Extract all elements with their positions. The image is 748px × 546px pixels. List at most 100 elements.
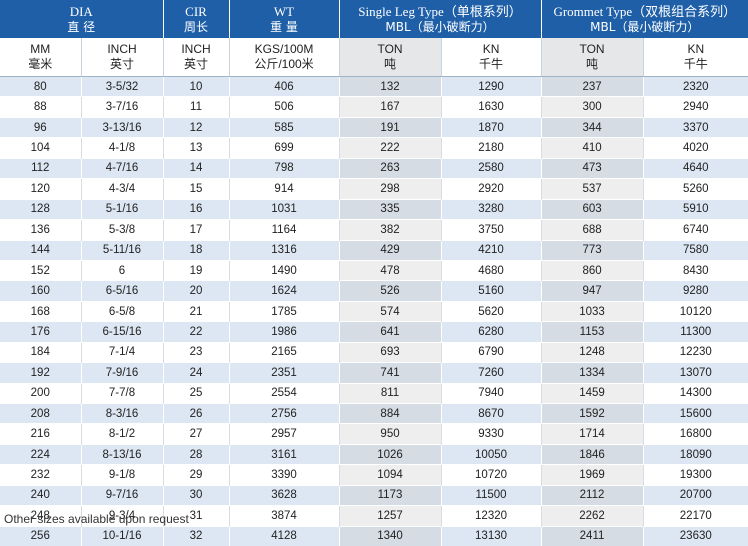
cell-cir: 20 bbox=[163, 281, 229, 301]
cell-wt: 585 bbox=[229, 117, 339, 137]
cell-g-ton: 344 bbox=[541, 117, 643, 137]
cell-wt: 1031 bbox=[229, 199, 339, 219]
cell-cir: 14 bbox=[163, 158, 229, 178]
cell-g-kn: 23630 bbox=[643, 526, 748, 546]
cell-wt: 1490 bbox=[229, 260, 339, 280]
cell-wt: 4128 bbox=[229, 526, 339, 546]
cell-wt: 2351 bbox=[229, 363, 339, 383]
cell-g-ton: 1153 bbox=[541, 322, 643, 342]
cell-sl-ton: 1094 bbox=[339, 465, 441, 485]
cell-inch: 4-3/4 bbox=[81, 179, 163, 199]
cell-wt: 2554 bbox=[229, 383, 339, 403]
cell-g-kn: 14300 bbox=[643, 383, 748, 403]
cell-mm: 136 bbox=[0, 220, 81, 240]
cell-cir: 10 bbox=[163, 77, 229, 97]
cell-sl-kn: 7260 bbox=[441, 363, 541, 383]
cell-sl-ton: 574 bbox=[339, 301, 441, 321]
cell-mm: 88 bbox=[0, 97, 81, 117]
cell-mm: 120 bbox=[0, 179, 81, 199]
cell-g-ton: 1334 bbox=[541, 363, 643, 383]
cell-sl-ton: 478 bbox=[339, 260, 441, 280]
cell-g-kn: 2320 bbox=[643, 77, 748, 97]
cell-sl-kn: 4680 bbox=[441, 260, 541, 280]
cell-wt: 1624 bbox=[229, 281, 339, 301]
cell-sl-kn: 10720 bbox=[441, 465, 541, 485]
cell-inch: 7-9/16 bbox=[81, 363, 163, 383]
cell-cir: 30 bbox=[163, 485, 229, 505]
cell-g-ton: 860 bbox=[541, 260, 643, 280]
cell-mm: 80 bbox=[0, 77, 81, 97]
cell-mm: 256 bbox=[0, 526, 81, 546]
cell-cir: 23 bbox=[163, 342, 229, 362]
cell-inch: 8-1/2 bbox=[81, 424, 163, 444]
cell-inch: 7-1/4 bbox=[81, 342, 163, 362]
cell-wt: 914 bbox=[229, 179, 339, 199]
single-leg-header: Single Leg Type（单根系列）MBL（最小破断力） bbox=[339, 0, 541, 38]
cell-sl-ton: 811 bbox=[339, 383, 441, 403]
cell-sl-kn: 6790 bbox=[441, 342, 541, 362]
cell-sl-ton: 335 bbox=[339, 199, 441, 219]
cell-g-ton: 1846 bbox=[541, 444, 643, 464]
cell-g-kn: 8430 bbox=[643, 260, 748, 280]
cell-cir: 18 bbox=[163, 240, 229, 260]
cell-wt: 1986 bbox=[229, 322, 339, 342]
cell-cir: 27 bbox=[163, 424, 229, 444]
cell-sl-kn: 9330 bbox=[441, 424, 541, 444]
cell-inch: 8-13/16 bbox=[81, 444, 163, 464]
cell-g-kn: 10120 bbox=[643, 301, 748, 321]
cell-g-kn: 12230 bbox=[643, 342, 748, 362]
cell-inch: 6-15/16 bbox=[81, 322, 163, 342]
cell-inch: 6 bbox=[81, 260, 163, 280]
cell-g-ton: 1459 bbox=[541, 383, 643, 403]
cell-cir: 26 bbox=[163, 404, 229, 424]
cell-sl-kn: 7940 bbox=[441, 383, 541, 403]
cell-mm: 176 bbox=[0, 322, 81, 342]
cell-sl-kn: 4210 bbox=[441, 240, 541, 260]
cell-inch: 9-7/16 bbox=[81, 485, 163, 505]
cell-sl-kn: 3750 bbox=[441, 220, 541, 240]
cell-inch: 10-1/16 bbox=[81, 526, 163, 546]
cell-g-ton: 473 bbox=[541, 158, 643, 178]
cell-g-kn: 4020 bbox=[643, 138, 748, 158]
cell-inch: 3-5/32 bbox=[81, 77, 163, 97]
cell-mm: 144 bbox=[0, 240, 81, 260]
cell-mm: 128 bbox=[0, 199, 81, 219]
cell-sl-ton: 263 bbox=[339, 158, 441, 178]
cell-mm: 224 bbox=[0, 444, 81, 464]
cell-mm: 96 bbox=[0, 117, 81, 137]
cell-wt: 506 bbox=[229, 97, 339, 117]
cell-sl-ton: 950 bbox=[339, 424, 441, 444]
cell-inch: 4-1/8 bbox=[81, 138, 163, 158]
cell-inch: 4-7/16 bbox=[81, 158, 163, 178]
cell-cir: 24 bbox=[163, 363, 229, 383]
cell-g-ton: 1969 bbox=[541, 465, 643, 485]
cell-inch: 3-7/16 bbox=[81, 97, 163, 117]
cell-inch: 9-1/8 bbox=[81, 465, 163, 485]
cell-g-kn: 20700 bbox=[643, 485, 748, 505]
cell-mm: 240 bbox=[0, 485, 81, 505]
cell-g-ton: 410 bbox=[541, 138, 643, 158]
cell-mm: 200 bbox=[0, 383, 81, 403]
